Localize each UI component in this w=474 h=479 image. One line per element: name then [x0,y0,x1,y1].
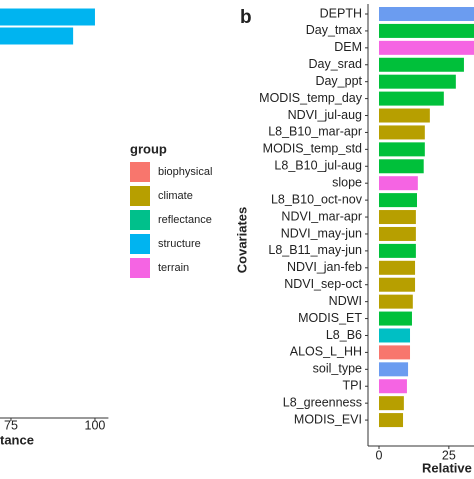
bar [379,311,412,326]
legend-key [130,258,150,278]
bar [379,260,416,275]
y-tick-label: ALOS_L_HH [290,345,362,359]
y-tick-label: NDVI_mar-apr [281,209,362,223]
y-tick-label: L8_B11_may-jun [268,243,362,257]
bar [379,243,416,258]
x-axis-label: Relative [422,460,472,474]
y-tick-label: Day_srad [309,57,363,71]
bar [379,108,430,123]
x-tick-label: 25 [442,448,456,462]
y-tick-label: L8_B10_jul-aug [274,159,362,173]
y-tick-label: DEM [334,40,362,54]
y-tick-label: slope [332,175,362,189]
bar [379,57,464,72]
bar [379,193,417,208]
x-tick-label: 100 [85,418,106,432]
bar [379,345,411,360]
legend-key [130,234,150,254]
bar [379,379,407,394]
bar [379,176,418,191]
legend-label: biophysical [158,166,212,178]
bar [379,7,474,21]
y-tick-label: MODIS_temp_day [259,91,363,105]
legend-label: terrain [158,262,189,274]
bar [379,396,404,411]
bar [379,142,425,157]
y-axis-label: Covariates [234,207,249,273]
y-tick-label: MODIS_temp_std [263,142,362,156]
y-tick-label: NDVI_jul-aug [288,108,362,122]
bar [379,23,474,38]
y-tick-label: L8_B10_oct-nov [271,192,363,206]
bar [379,125,425,140]
y-tick-label: Day_ppt [315,74,362,88]
legend-label: climate [158,190,193,202]
legend-label: structure [158,238,201,250]
bar [379,226,416,241]
y-tick-label: soil_type [313,362,362,376]
legend-title: group [130,141,167,156]
y-tick-label: Day_tmax [306,23,363,37]
y-tick-label: NDVI_may-jun [281,226,362,240]
bar [379,362,409,377]
y-tick-label: MODIS_ET [298,311,362,325]
legend-label: reflectance [158,214,212,226]
x-axis-label: tance [0,432,34,447]
bar [379,328,411,343]
x-tick-label: 0 [376,448,383,462]
legend-key [130,186,150,206]
y-tick-label: NDWI [329,294,362,308]
y-tick-label: L8_greenness [283,395,362,409]
y-tick-label: L8_B6 [326,328,362,342]
y-tick-label: MODIS_EVI [294,412,362,426]
bar [379,91,444,106]
y-tick-label: TPI [343,379,362,393]
bar [0,27,74,45]
legend-key [130,162,150,182]
y-tick-label: NDVI_jan-feb [287,260,362,274]
y-tick-label: DEPTH [320,6,362,20]
panel-label: b [240,7,252,28]
x-tick-label: 75 [4,418,18,432]
bar [379,277,416,292]
y-tick-label: NDVI_sep-oct [284,277,362,291]
legend-key [130,210,150,230]
bar [379,294,413,309]
bar [379,159,424,174]
y-tick-label: L8_B10_mar-apr [268,125,362,139]
bar [0,8,95,26]
bar [379,413,404,428]
bar [379,74,456,89]
bar [379,210,416,225]
bar [379,40,474,55]
